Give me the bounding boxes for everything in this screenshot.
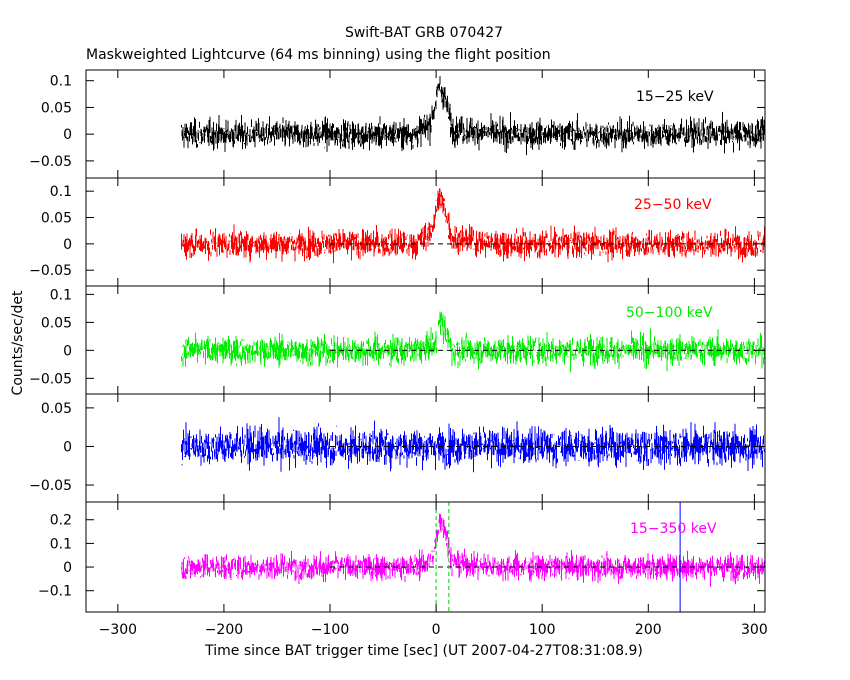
lightcurve-1 bbox=[181, 76, 765, 156]
lightcurve-3 bbox=[181, 311, 765, 373]
y-tick-label: 0 bbox=[63, 439, 72, 455]
y-tick-label: −0.05 bbox=[29, 478, 72, 494]
panel-frame bbox=[85, 501, 766, 613]
panel-4: 0.05 0 −0.05 bbox=[29, 393, 766, 503]
x-tick-label: −300 bbox=[99, 622, 137, 638]
x-axis-label: Time since BAT trigger time [sec] (UT 20… bbox=[204, 643, 643, 659]
band-label: 15−25 keV bbox=[636, 89, 714, 105]
band-label: 15−350 keV bbox=[630, 521, 717, 537]
x-tick-label: 300 bbox=[741, 622, 768, 638]
x-tick-label: 0 bbox=[432, 622, 441, 638]
panel-2: 0.1 0.05 0 −0.05 25−50 keV bbox=[29, 177, 766, 287]
y-tick-label: 0.2 bbox=[50, 513, 72, 529]
panel-1: 0.1 0.05 0 −0.05 15−25 keV bbox=[29, 69, 766, 179]
y-tick-label: 0 bbox=[63, 343, 72, 359]
lightcurve-2 bbox=[181, 188, 765, 264]
y-tick-label: −0.05 bbox=[29, 371, 72, 387]
band-label: 25−50 keV bbox=[634, 197, 712, 213]
y-tick-label: 0 bbox=[63, 237, 72, 253]
y-tick-label: 0 bbox=[63, 560, 72, 576]
y-tick-label: 0.05 bbox=[41, 315, 72, 331]
y-axis-label: Counts/sec/det bbox=[10, 290, 26, 395]
y-tick-label: 0.1 bbox=[50, 536, 72, 552]
x-tick-label: −200 bbox=[205, 622, 243, 638]
chart-subtitle: Maskweighted Lightcurve (64 ms binning) … bbox=[86, 47, 551, 63]
chart-title: Swift-BAT GRB 070427 bbox=[345, 25, 503, 41]
panel-5: 0.2 0.1 0 −0.1 15−350 keV bbox=[38, 501, 766, 613]
x-tick-label: 200 bbox=[635, 622, 662, 638]
y-tick-label: 0.05 bbox=[41, 100, 72, 116]
y-tick-label: 0.1 bbox=[50, 184, 72, 200]
y-tick-label: 0.1 bbox=[50, 287, 72, 303]
y-tick-label: 0 bbox=[63, 127, 72, 143]
band-label: 50−100 keV bbox=[626, 305, 713, 321]
panel-3: 0.1 0.05 0 −0.05 50−100 keV bbox=[29, 285, 766, 395]
x-tick-label: 100 bbox=[529, 622, 556, 638]
y-tick-label: −0.05 bbox=[29, 154, 72, 170]
y-tick-label: 0.05 bbox=[41, 401, 72, 417]
lightcurve-5 bbox=[181, 513, 765, 587]
lightcurve-4 bbox=[181, 417, 765, 473]
y-tick-label: −0.05 bbox=[29, 263, 72, 279]
y-tick-label: 0.1 bbox=[50, 74, 72, 90]
y-tick-label: 0.05 bbox=[41, 211, 72, 227]
panel-stack: 0.1 0.05 0 −0.05 15−25 keV 0.1 0.05 0 −0.05 25−50… bbox=[29, 69, 768, 638]
y-tick-label: −0.1 bbox=[38, 584, 72, 600]
x-tick-label: −100 bbox=[311, 622, 349, 638]
